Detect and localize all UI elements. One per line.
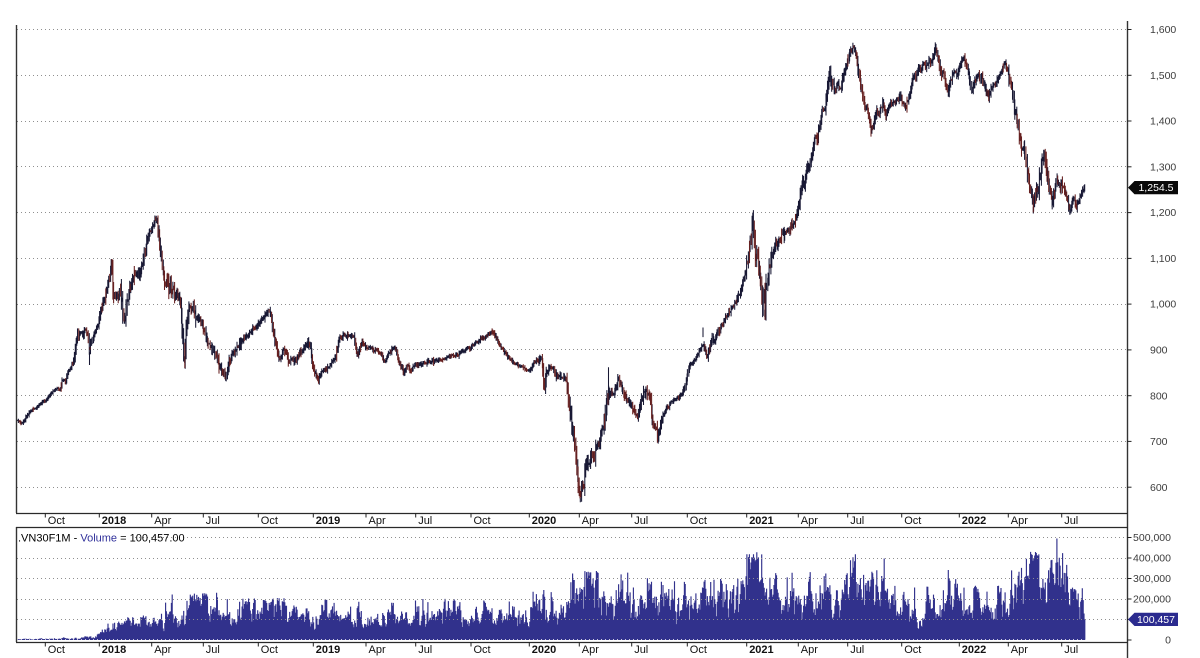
svg-text:Apr: Apr [801, 515, 818, 527]
svg-text:Oct: Oct [474, 515, 491, 527]
svg-text:Apr: Apr [154, 644, 171, 656]
svg-text:Oct: Oct [904, 515, 921, 527]
svg-text:Oct: Oct [48, 644, 65, 656]
svg-text:Jul: Jul [1064, 515, 1078, 527]
svg-text:500,000: 500,000 [1133, 532, 1171, 544]
svg-text:.VN30F1M - Volume = 100,457.00: .VN30F1M - Volume = 100,457.00 [18, 533, 185, 545]
svg-text:2019: 2019 [316, 515, 340, 527]
svg-text:1,600: 1,600 [1150, 24, 1176, 36]
svg-text:Jul: Jul [206, 515, 220, 527]
svg-text:0: 0 [1165, 635, 1171, 647]
svg-text:Jul: Jul [634, 515, 648, 527]
svg-text:Jul: Jul [1064, 644, 1078, 656]
svg-text:Oct: Oct [904, 644, 921, 656]
svg-text:Oct: Oct [474, 644, 491, 656]
svg-text:2018: 2018 [102, 644, 126, 656]
svg-text:Apr: Apr [369, 515, 386, 527]
svg-text:Jul: Jul [418, 515, 432, 527]
svg-text:300,000: 300,000 [1133, 573, 1171, 585]
svg-text:Apr: Apr [801, 644, 818, 656]
svg-text:Oct: Oct [48, 515, 65, 527]
svg-text:Apr: Apr [369, 644, 386, 656]
svg-text:Apr: Apr [582, 515, 599, 527]
svg-text:Apr: Apr [1011, 515, 1028, 527]
svg-text:600: 600 [1150, 482, 1168, 494]
svg-text:2022: 2022 [962, 644, 986, 656]
svg-text:Jul: Jul [206, 644, 220, 656]
svg-text:2019: 2019 [316, 644, 340, 656]
svg-text:2021: 2021 [749, 515, 773, 527]
svg-text:Apr: Apr [582, 644, 599, 656]
svg-text:1,000: 1,000 [1150, 299, 1176, 311]
svg-text:1,254.5: 1,254.5 [1138, 182, 1173, 194]
svg-text:Oct: Oct [261, 644, 278, 656]
svg-text:1,400: 1,400 [1150, 116, 1176, 128]
svg-text:Jul: Jul [850, 515, 864, 527]
svg-text:Jul: Jul [850, 644, 864, 656]
svg-text:2018: 2018 [102, 515, 126, 527]
svg-text:2020: 2020 [532, 515, 556, 527]
svg-text:Oct: Oct [261, 515, 278, 527]
svg-text:900: 900 [1150, 345, 1168, 357]
svg-text:Oct: Oct [690, 515, 707, 527]
svg-text:2020: 2020 [532, 644, 556, 656]
svg-text:800: 800 [1150, 390, 1168, 402]
svg-text:200,000: 200,000 [1133, 594, 1171, 606]
svg-text:1,300: 1,300 [1150, 161, 1176, 173]
svg-text:1,200: 1,200 [1150, 207, 1176, 219]
svg-text:2021: 2021 [749, 644, 773, 656]
svg-text:400,000: 400,000 [1133, 553, 1171, 565]
svg-text:2022: 2022 [962, 515, 986, 527]
svg-text:100,457: 100,457 [1137, 614, 1175, 626]
svg-text:700: 700 [1150, 436, 1168, 448]
svg-text:Jul: Jul [634, 644, 648, 656]
svg-text:Jul: Jul [418, 644, 432, 656]
svg-text:Apr: Apr [154, 515, 171, 527]
svg-text:Apr: Apr [1011, 644, 1028, 656]
svg-text:1,100: 1,100 [1150, 253, 1176, 265]
svg-text:1,500: 1,500 [1150, 70, 1176, 82]
svg-text:Oct: Oct [690, 644, 707, 656]
